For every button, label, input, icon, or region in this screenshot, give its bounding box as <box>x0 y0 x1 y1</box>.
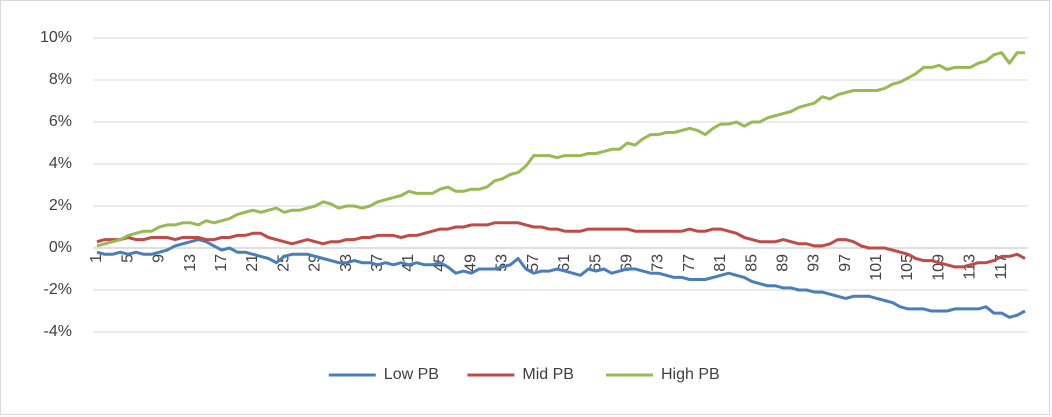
y-tick-label: 0% <box>49 239 72 256</box>
y-tick-label: 8% <box>49 71 72 88</box>
x-tick-label: 49 <box>463 254 480 272</box>
y-tick-label: 6% <box>49 113 72 130</box>
series-line <box>96 221 1026 269</box>
x-tick-label: 41 <box>400 254 417 272</box>
x-tick-label: 101 <box>868 254 885 281</box>
legend-label: Mid PB <box>522 366 574 383</box>
legend-label: High PB <box>661 366 720 383</box>
legend-label: Low PB <box>384 366 439 383</box>
x-tick-label: 85 <box>743 254 760 272</box>
x-tick-label: 69 <box>619 254 636 272</box>
x-tick-label: 81 <box>712 254 729 272</box>
y-tick-label: 10% <box>40 29 72 46</box>
y-tick-label: 2% <box>49 197 72 214</box>
x-tick-label: 93 <box>806 254 823 272</box>
x-tick-label: 77 <box>681 254 698 272</box>
x-tick-label: 13 <box>182 254 199 272</box>
x-tick-label: 109 <box>930 254 947 281</box>
y-tick-label: 4% <box>49 155 72 172</box>
x-tick-label: 37 <box>369 254 386 272</box>
x-tick-label: 89 <box>774 254 791 272</box>
x-tick-label: 1 <box>88 254 105 263</box>
x-tick-label: 9 <box>151 254 168 263</box>
y-tick-label: -4% <box>44 323 72 340</box>
x-tick-label: 5 <box>119 254 136 263</box>
x-tick-label: 113 <box>962 254 979 280</box>
x-tick-label: 65 <box>587 254 604 272</box>
x-tick-label: 73 <box>650 254 667 272</box>
x-tick-label: 97 <box>837 254 854 272</box>
series-line <box>96 51 1025 248</box>
y-tick-label: -2% <box>44 281 72 298</box>
x-tick-label: 17 <box>213 254 230 272</box>
x-tick-label: 61 <box>556 254 573 272</box>
series-line <box>96 238 1026 319</box>
x-tick-label: 105 <box>899 254 916 281</box>
x-tick-label: 21 <box>244 254 261 272</box>
x-tick-label: 57 <box>525 254 542 272</box>
